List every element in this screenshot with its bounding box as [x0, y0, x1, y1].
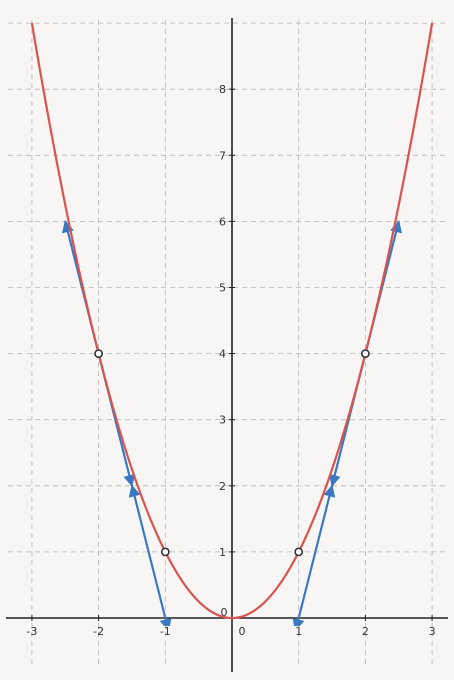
x-tick-label: 3 — [429, 625, 436, 638]
x-tick-label: -1 — [160, 625, 171, 638]
y-tick-label: 1 — [219, 546, 226, 559]
y-tick-label: 3 — [219, 414, 226, 427]
x-tick-label: -2 — [93, 625, 104, 638]
secant-line — [128, 484, 172, 626]
grid-lines — [8, 20, 446, 668]
origin-label: 0 — [239, 625, 246, 638]
data-point — [94, 349, 103, 358]
data-point — [360, 349, 370, 358]
y-tick-label: 7 — [219, 149, 226, 162]
tick-labels: -3 -2 -1 1 2 3 00 1 2 3 4 5 6 7 8 — [26, 83, 435, 638]
x-tick-label: -3 — [26, 625, 37, 638]
axes — [6, 18, 448, 672]
points-group — [94, 349, 370, 557]
y-tick-label: 2 — [219, 480, 226, 493]
y-tick-label: 5 — [219, 282, 226, 295]
origin-y-label: 0 — [221, 606, 228, 619]
x-tick-label: 1 — [295, 625, 302, 638]
x-tick-label: 2 — [362, 625, 369, 638]
y-tick-label: 6 — [219, 215, 226, 228]
data-point — [294, 547, 304, 557]
y-tick-label: 4 — [219, 348, 226, 361]
y-tick-label: 8 — [219, 83, 226, 96]
data-point — [160, 547, 170, 557]
